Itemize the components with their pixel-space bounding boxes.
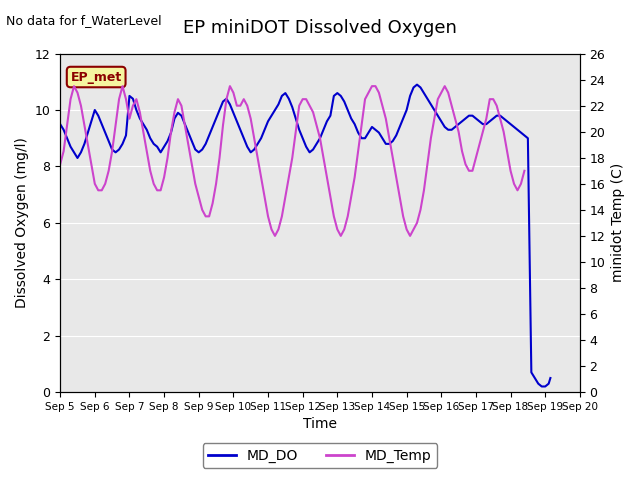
MD_Temp xyxy=(309,109,317,115)
MD_DO xyxy=(184,130,192,135)
MD_Temp xyxy=(271,233,279,239)
MD_DO xyxy=(74,155,81,161)
MD_Temp xyxy=(396,194,404,200)
Y-axis label: minidot Temp (C): minidot Temp (C) xyxy=(611,163,625,283)
Text: EP_met: EP_met xyxy=(70,71,122,84)
MD_Temp xyxy=(70,83,78,89)
MD_Temp xyxy=(497,116,504,121)
MD_DO xyxy=(257,135,265,141)
Line: MD_Temp: MD_Temp xyxy=(60,86,524,236)
MD_Temp xyxy=(520,168,528,174)
MD_DO xyxy=(223,96,230,102)
Line: MD_DO: MD_DO xyxy=(60,84,550,386)
MD_DO xyxy=(56,121,64,127)
MD_Temp xyxy=(56,161,64,167)
MD_Temp xyxy=(326,194,334,200)
Text: No data for f_WaterLevel: No data for f_WaterLevel xyxy=(6,14,162,27)
Text: EP miniDOT Dissolved Oxygen: EP miniDOT Dissolved Oxygen xyxy=(183,19,457,37)
MD_DO xyxy=(547,375,554,381)
MD_DO xyxy=(98,121,106,127)
MD_Temp xyxy=(465,168,473,174)
MD_DO xyxy=(275,101,282,107)
MD_DO xyxy=(413,82,421,87)
Legend: MD_DO, MD_Temp: MD_DO, MD_Temp xyxy=(203,443,437,468)
MD_DO xyxy=(538,384,545,389)
X-axis label: Time: Time xyxy=(303,418,337,432)
MD_Temp xyxy=(167,129,175,134)
Y-axis label: Dissolved Oxygen (mg/l): Dissolved Oxygen (mg/l) xyxy=(15,137,29,308)
